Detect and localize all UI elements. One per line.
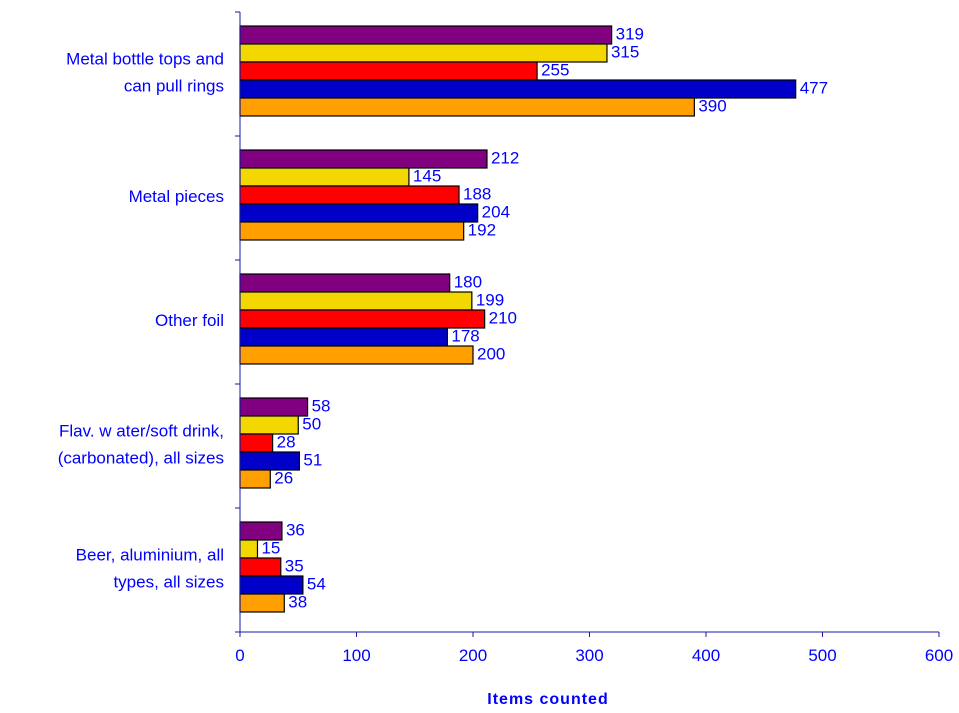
category-label-line: Beer, aluminium, all (76, 546, 224, 565)
bar (239, 415, 299, 435)
bar (239, 97, 695, 117)
data-label: 28 (277, 432, 296, 451)
bar (239, 309, 486, 329)
x-tick-label: 600 (925, 646, 953, 665)
data-label: 50 (302, 414, 321, 433)
bar (239, 43, 608, 63)
data-label: 145 (413, 166, 441, 185)
x-tick-label: 400 (692, 646, 720, 665)
bar (239, 273, 451, 293)
bar (239, 203, 479, 223)
data-label: 58 (312, 396, 331, 415)
bar (239, 345, 474, 365)
data-label: 178 (451, 326, 479, 345)
bar (239, 167, 410, 187)
data-label: 200 (477, 344, 505, 363)
bar (239, 397, 309, 417)
bar (239, 593, 285, 613)
data-label: 15 (261, 538, 280, 557)
bar (239, 557, 282, 577)
bar (239, 185, 460, 205)
data-label: 477 (800, 78, 828, 97)
bar (239, 451, 301, 471)
bar (239, 575, 304, 595)
bar (239, 291, 473, 311)
data-label: 51 (303, 450, 322, 469)
x-tick-label: 300 (575, 646, 603, 665)
category-label-line: (carbonated), all sizes (58, 449, 224, 468)
x-tick-label: 0 (235, 646, 244, 665)
data-label: 192 (468, 220, 496, 239)
bar (239, 469, 271, 489)
category-label-line: Metal pieces (129, 187, 224, 206)
data-label: 204 (482, 202, 510, 221)
bar (239, 79, 797, 99)
bar (239, 221, 465, 241)
data-label: 180 (454, 272, 482, 291)
data-label: 390 (698, 96, 726, 115)
category-label: Beer, aluminium, all types, all sizes (76, 546, 224, 592)
data-label: 199 (476, 290, 504, 309)
x-tick-label: 100 (342, 646, 370, 665)
data-label: 255 (541, 60, 569, 79)
bar (239, 521, 283, 541)
x-tick-label: 200 (459, 646, 487, 665)
bar (239, 433, 274, 453)
axes-layer: Metal bottle tops and can pull ringsMetal… (58, 11, 953, 665)
category-label-line: can pull rings (124, 77, 224, 96)
data-label: 54 (307, 574, 326, 593)
category-label-line: Other foil (155, 311, 224, 330)
bar (239, 539, 259, 559)
data-label: 35 (285, 556, 304, 575)
category-label-line: Metal bottle tops and (66, 50, 224, 69)
bar (239, 25, 613, 45)
bar (239, 149, 488, 169)
data-label: 38 (288, 592, 307, 611)
bar (239, 61, 538, 81)
data-label: 188 (463, 184, 491, 203)
category-label: Other foil (155, 311, 224, 330)
category-label-line: Flav. w ater/soft drink, (59, 422, 224, 441)
bar (239, 327, 448, 347)
data-label: 319 (616, 24, 644, 43)
data-label: 315 (611, 42, 639, 61)
data-label: 26 (274, 468, 293, 487)
x-tick-label: 500 (808, 646, 836, 665)
category-label: Metal pieces (129, 187, 224, 206)
data-label: 212 (491, 148, 519, 167)
category-label-line: types, all sizes (113, 573, 224, 592)
x-axis-title: Items counted (487, 691, 608, 708)
category-label: Metal bottle tops and can pull rings (66, 50, 224, 96)
data-label: 210 (489, 308, 517, 327)
category-label: Flav. w ater/soft drink, (carbonated), al… (58, 422, 224, 468)
data-label: 36 (286, 520, 305, 539)
